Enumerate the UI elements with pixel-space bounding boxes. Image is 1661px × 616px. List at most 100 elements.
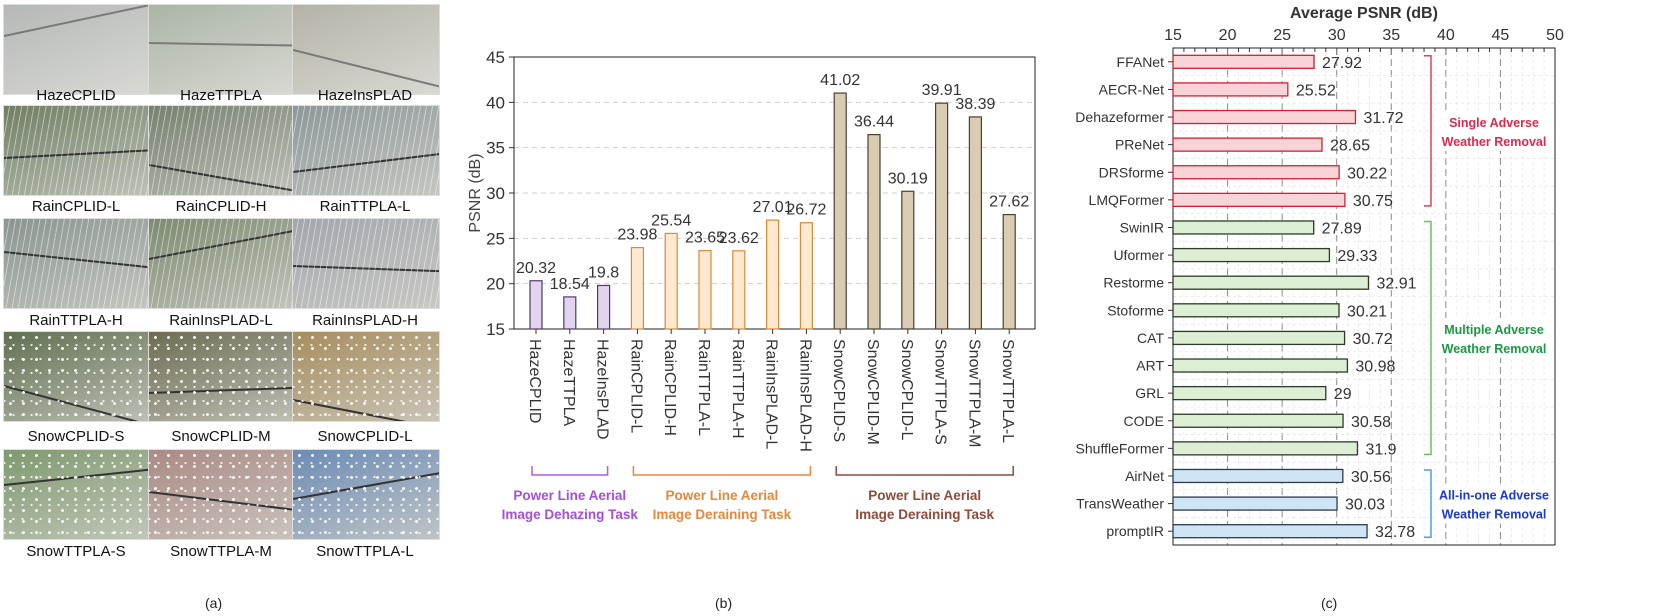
bar-value-label: 30.22 <box>1347 165 1387 182</box>
y-tick-label: DRSforme <box>1099 164 1165 180</box>
group-label-bg <box>1435 317 1553 358</box>
bar-value-label: 32.78 <box>1375 524 1415 541</box>
rain-overlay <box>4 106 150 195</box>
x-tick-label: 15 <box>1164 27 1182 44</box>
y-axis-label: PSNR (dB) <box>467 153 484 232</box>
tile-label: RainTTPLA-L <box>319 198 411 215</box>
bar-value-label: 30.75 <box>1353 193 1393 210</box>
group-bracket <box>531 466 609 476</box>
y-tick-label: FFANet <box>1117 54 1165 70</box>
bar <box>1172 109 1357 125</box>
y-tick-label: GRL <box>1135 385 1164 401</box>
group-label-bg <box>1435 110 1553 151</box>
y-tick-label: Restorme <box>1103 275 1164 291</box>
tile-label: RainCPLID-H <box>175 198 267 215</box>
bar-value-label: 27.92 <box>1322 55 1362 72</box>
x-tick-label: 25 <box>1273 27 1291 44</box>
x-tick-label: SnowCPLID-M <box>864 339 881 445</box>
tile-image <box>292 4 440 95</box>
group-label: Weather Removal <box>1442 508 1547 522</box>
group-label-bg <box>1435 483 1553 524</box>
x-tick-label: HazeTTPLA <box>560 339 577 426</box>
tile-image <box>292 218 440 309</box>
group-bracket <box>632 466 812 476</box>
bar <box>867 134 881 330</box>
y-tick-label: AirNet <box>1125 468 1164 484</box>
tile-image <box>148 4 296 95</box>
tile-label: SnowTTPLA-M <box>170 543 272 560</box>
bar-value-label: 26.72 <box>786 202 826 219</box>
y-tick-label: Stoforme <box>1107 302 1164 318</box>
bar <box>1172 468 1344 484</box>
bar-value-label: 18.54 <box>550 276 590 293</box>
group-label: Power Line Aerial <box>666 488 779 503</box>
group-bracket <box>835 466 1014 476</box>
y-tick-label: ShuffleFormer <box>1076 440 1165 456</box>
tile-image <box>292 105 440 196</box>
bar <box>597 284 611 330</box>
x-tick-label: SnowTTPLA-L <box>999 339 1016 443</box>
haze-overlay <box>149 5 295 94</box>
snow-overlay <box>293 450 439 539</box>
tile-image <box>148 105 296 196</box>
image-grid-panel: HazeCPLID HazeTTPLA HazeInsPLAD RainCPLID-L… <box>0 0 470 616</box>
bar-value-label: 27.62 <box>989 194 1029 211</box>
tile-label: HazeInsPLAD <box>317 87 413 104</box>
y-tick-label: promptIR <box>1106 523 1164 539</box>
y-tick-label: Uformer <box>1113 247 1164 263</box>
y-tick-label: 20 <box>486 275 505 294</box>
bar <box>1172 330 1346 346</box>
x-tick-label: HazeInsPLAD <box>594 339 611 440</box>
tile-image <box>148 449 296 540</box>
haze-overlay <box>4 5 150 94</box>
bar-value-label: 23.98 <box>617 227 657 244</box>
bar <box>529 280 543 330</box>
group-label: Image Deraining Task <box>653 507 792 522</box>
bar <box>1172 385 1327 401</box>
bar-value-label: 31.72 <box>1363 110 1403 127</box>
x-tick-label: 20 <box>1219 27 1237 44</box>
bar <box>766 219 780 330</box>
bar <box>732 250 746 330</box>
bar <box>1172 82 1289 97</box>
tile-label: RainInsPLAD-L <box>169 312 273 329</box>
y-tick-label: CAT <box>1137 330 1164 346</box>
y-tick-label: AECR-Net <box>1099 81 1164 97</box>
x-tick-label: SnowTTPLA-S <box>932 339 949 445</box>
tile-label: RainCPLID-L <box>31 198 121 215</box>
bar-value-label: 30.72 <box>1353 331 1393 348</box>
chart-title: Average PSNR (dB) <box>1290 5 1438 22</box>
tile-label: SnowCPLID-M <box>171 428 271 445</box>
x-tick-label: HazeCPLID <box>526 339 543 423</box>
bar-value-label: 36.44 <box>854 114 894 131</box>
group-label: Weather Removal <box>1442 342 1547 356</box>
bar-value-label: 30.19 <box>888 170 928 187</box>
bar <box>1172 413 1344 428</box>
tile-image <box>148 331 296 422</box>
tile-label: HazeCPLID <box>36 87 116 104</box>
snow-overlay <box>149 450 295 539</box>
x-tick-label: RainCPLID-H <box>661 339 678 436</box>
y-tick-label: Dehazeformer <box>1075 109 1164 125</box>
tile-image <box>292 449 440 540</box>
x-tick-label: RainTTPLA-L <box>695 339 712 436</box>
bar-value-label: 23.65 <box>685 230 725 247</box>
tile-label: SnowTTPLA-L <box>316 543 414 560</box>
y-tick-label: ART <box>1136 358 1164 374</box>
bar <box>698 249 712 330</box>
group-bracket <box>1424 220 1432 456</box>
bar-value-label: 28.65 <box>1330 138 1370 155</box>
group-bracket <box>1424 55 1432 207</box>
snow-overlay <box>293 332 439 421</box>
bar-value-label: 19.8 <box>588 264 619 281</box>
bar <box>833 92 847 330</box>
x-tick-label: RainInsPLAD-H <box>796 339 813 452</box>
tile-image <box>3 105 151 196</box>
y-tick-label: 35 <box>486 139 505 158</box>
group-label: Power Line Aerial <box>868 488 981 503</box>
tile-image <box>292 331 440 422</box>
snow-overlay <box>149 332 295 421</box>
bar <box>799 222 813 330</box>
group-label: Image Dehazing Task <box>502 507 639 522</box>
rain-overlay <box>293 219 439 308</box>
